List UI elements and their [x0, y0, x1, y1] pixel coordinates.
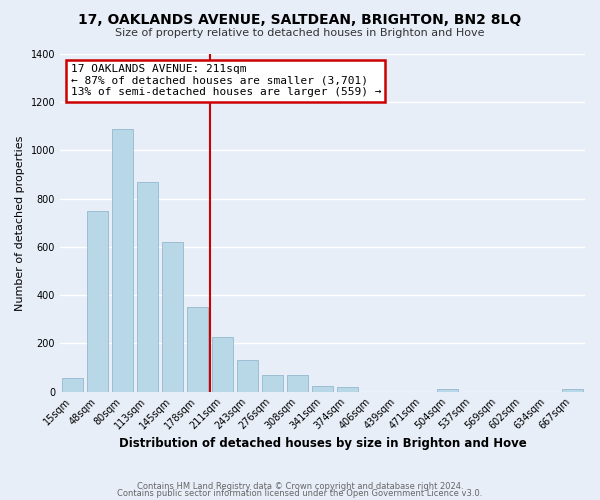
- Bar: [112, 129, 133, 392]
- Bar: [262, 375, 283, 392]
- Text: Size of property relative to detached houses in Brighton and Hove: Size of property relative to detached ho…: [115, 28, 485, 38]
- Bar: [212, 338, 233, 392]
- Y-axis label: Number of detached properties: Number of detached properties: [15, 135, 25, 310]
- Text: Contains HM Land Registry data © Crown copyright and database right 2024.: Contains HM Land Registry data © Crown c…: [137, 482, 463, 491]
- X-axis label: Distribution of detached houses by size in Brighton and Hove: Distribution of detached houses by size …: [119, 437, 526, 450]
- Bar: [137, 182, 158, 392]
- Text: Contains public sector information licensed under the Open Government Licence v3: Contains public sector information licen…: [118, 490, 482, 498]
- Bar: [62, 378, 83, 392]
- Text: 17, OAKLANDS AVENUE, SALTDEAN, BRIGHTON, BN2 8LQ: 17, OAKLANDS AVENUE, SALTDEAN, BRIGHTON,…: [79, 12, 521, 26]
- Bar: [162, 242, 183, 392]
- Bar: [187, 308, 208, 392]
- Text: 17 OAKLANDS AVENUE: 211sqm
← 87% of detached houses are smaller (3,701)
13% of s: 17 OAKLANDS AVENUE: 211sqm ← 87% of deta…: [71, 64, 381, 98]
- Bar: [312, 386, 333, 392]
- Bar: [562, 389, 583, 392]
- Bar: [337, 387, 358, 392]
- Bar: [287, 375, 308, 392]
- Bar: [87, 211, 108, 392]
- Bar: [237, 360, 258, 392]
- Bar: [437, 389, 458, 392]
